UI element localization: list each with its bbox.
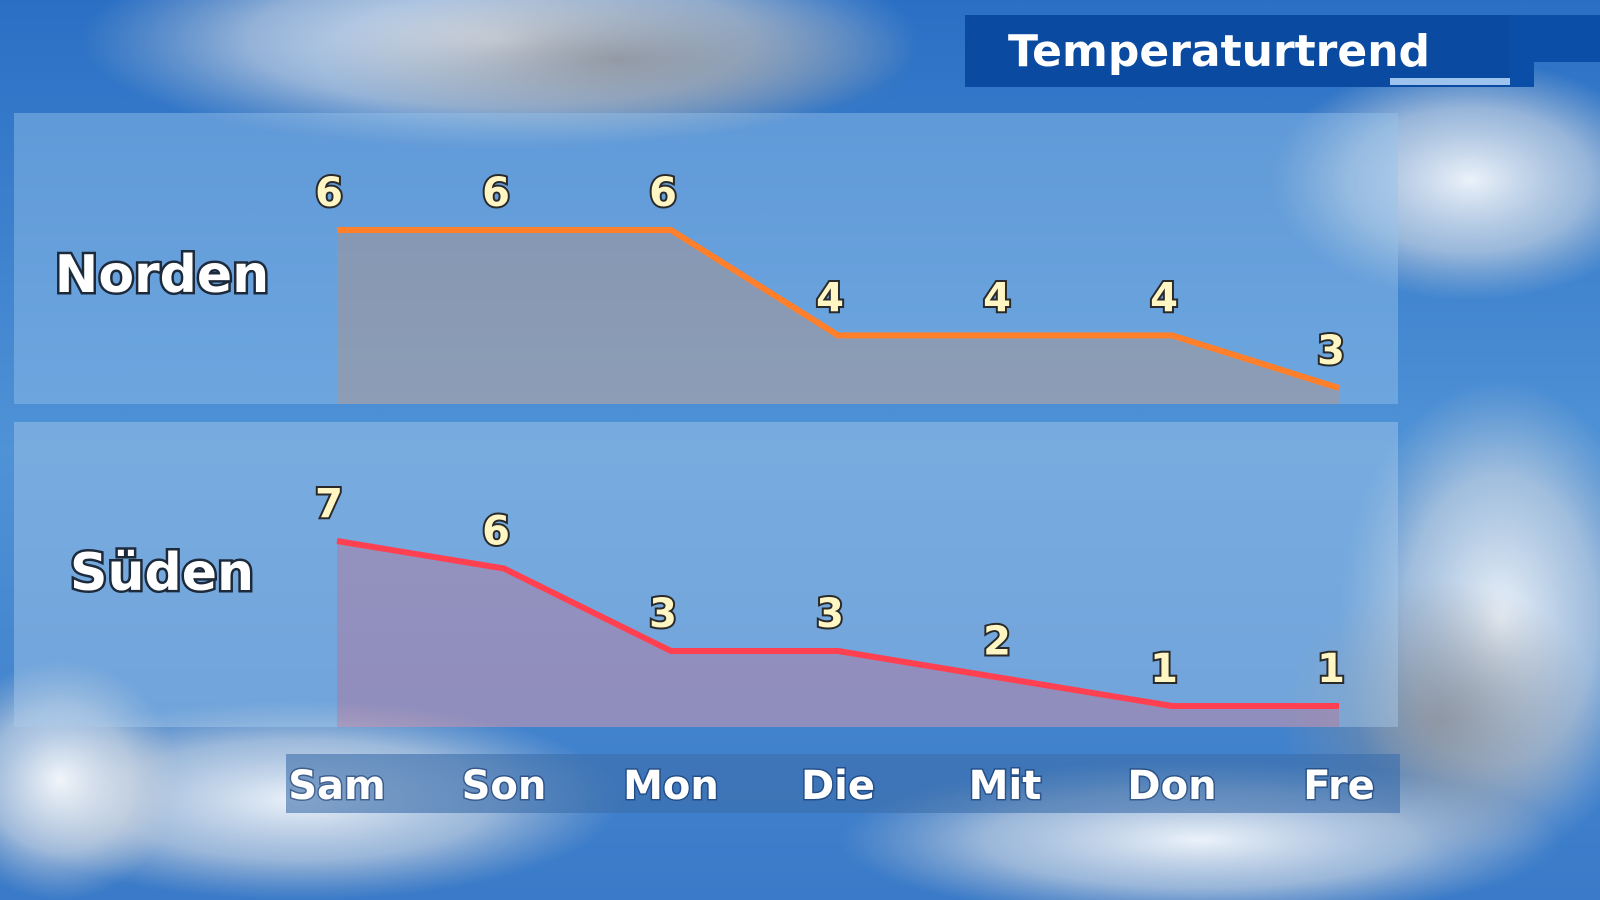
data-label: 7 [315,481,343,527]
panel [14,422,1398,727]
x-tick-label: Fre [1303,763,1375,809]
title: Temperaturtrend [1008,26,1430,77]
data-label: 1 [1150,646,1178,692]
title-box: Temperaturtrend [965,15,1600,87]
data-label: 3 [649,591,677,637]
data-label: 2 [983,619,1011,665]
line [336,538,1339,709]
data-label: 6 [315,170,343,216]
data-label: 6 [482,509,510,555]
x-tick-label: Mit [969,763,1042,809]
area [337,230,1339,404]
x-tick-label: Mon [623,763,719,809]
day-bar [286,754,1400,813]
x-tick-label: Son [462,763,547,809]
area [337,541,1339,727]
line [337,227,1340,391]
data-label: 3 [816,591,844,637]
x-tick-label: Die [801,763,875,809]
panel-label: Norden [55,245,269,305]
data-label: 4 [983,275,1011,321]
data-label: 4 [1150,275,1178,321]
data-label: 1 [1317,646,1345,692]
data-label: 6 [649,170,677,216]
panel-label: Süden [70,543,254,603]
data-label: 4 [816,275,844,321]
plot: Sam Son Mon Die Mit Don Fre Norden 6 6 6 4 4 4 3 Süden 7… [52,168,1376,811]
x-tick-label: Don [1127,763,1216,809]
panel [14,113,1398,404]
data-label: 6 [482,170,510,216]
x-tick-label: Sam [288,763,385,809]
data-label: 3 [1317,328,1345,374]
